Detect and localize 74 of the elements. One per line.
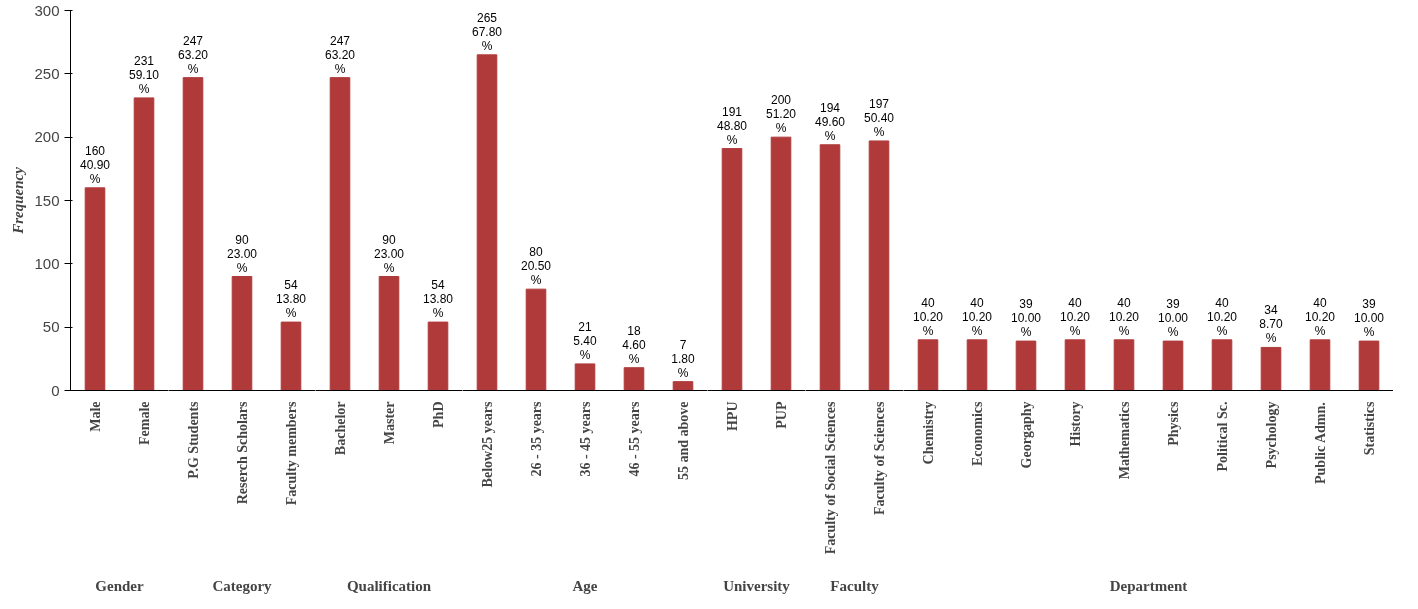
x-tick-label: HPU: [724, 401, 740, 432]
x-tick-label: P.G Students: [185, 400, 201, 479]
data-label: 40 10.20 %: [1304, 295, 1336, 338]
x-axis-title: Faculty: [830, 577, 880, 594]
x-tick-label: 55 and above: [675, 401, 691, 481]
x-tick-label: Below25 years: [479, 400, 495, 488]
data-label: 80 20.50 %: [520, 245, 552, 288]
y-tick-label: 100: [34, 254, 60, 272]
y-tick-label: 300: [34, 1, 60, 19]
x-tick-label: Public Admn.: [1312, 402, 1328, 484]
x-tick-label: Faculty of Social Sciences: [822, 400, 838, 555]
data-label: 40 10.20 %: [912, 295, 944, 338]
x-tick-label: Statistics: [1361, 400, 1377, 456]
x-tick-label: Psychology: [1263, 401, 1279, 469]
data-label: 34 8.70 %: [1259, 303, 1283, 346]
x-tick-label: Female: [136, 401, 152, 446]
data-label: 21 5.40 %: [573, 319, 597, 362]
bar: [476, 54, 498, 391]
data-label: 194 49.60 %: [814, 100, 846, 143]
x-tick-label: Reserch Scholars: [234, 400, 250, 505]
data-label: 39 10.00 %: [1157, 297, 1189, 340]
data-label: 191 48.80 %: [716, 104, 748, 147]
data-label: 39 10.00 %: [1353, 297, 1385, 340]
y-tick-label: 150: [34, 191, 60, 209]
y-tick-label: 250: [34, 64, 60, 82]
bar: [672, 381, 694, 391]
bar: [525, 288, 547, 391]
data-label: 247 63.20 %: [177, 33, 209, 76]
x-tick-label: 46 - 55 years: [626, 400, 642, 477]
x-tick-label: 26 - 35 years: [528, 400, 544, 477]
data-label: 7 1.80 %: [671, 337, 695, 380]
x-axis-title: Age: [572, 577, 598, 594]
bar: [623, 367, 645, 391]
data-label: 90 23.00 %: [226, 232, 258, 275]
x-tick-label: 36 - 45 years: [577, 400, 593, 477]
x-tick-label: Economics: [969, 400, 985, 467]
x-axis-title: University: [723, 577, 791, 594]
data-label: 40 10.20 %: [1108, 295, 1140, 338]
y-tick-label: 50: [42, 318, 60, 336]
x-tick-label: Bachelor: [332, 401, 348, 456]
data-label: 54 13.80 %: [422, 278, 454, 321]
data-label: 231 59.10 %: [128, 53, 160, 96]
data-label: 40 10.20 %: [1206, 295, 1238, 338]
x-tick-label: Faculty of Sciences: [871, 400, 887, 516]
data-label: 40 10.20 %: [961, 295, 993, 338]
data-label: 197 50.40 %: [863, 96, 895, 139]
y-tick-label: 0: [51, 381, 60, 399]
y-tick-label: 200: [34, 128, 60, 146]
data-label: 40 10.20 %: [1059, 295, 1091, 338]
x-tick-label: Chemistry: [920, 401, 936, 465]
data-label: 200 51.20 %: [765, 93, 797, 136]
x-tick-label: Georgaphy: [1018, 401, 1034, 469]
data-label: 247 63.20 %: [324, 33, 356, 76]
x-axis-title: Category: [212, 577, 273, 594]
x-tick-label: History: [1067, 401, 1083, 447]
data-label: 18 4.60 %: [622, 323, 646, 366]
data-label: 54 13.80 %: [275, 278, 307, 321]
x-tick-label: Political Sc.: [1214, 401, 1230, 472]
x-axis-title: Qualification: [346, 577, 432, 594]
x-tick-label: Faculty members: [283, 400, 299, 506]
x-axis-title: Gender: [95, 577, 144, 594]
x-tick-label: Master: [381, 401, 397, 445]
x-tick-label: Mathematics: [1116, 400, 1132, 480]
x-tick-label: Physics: [1165, 400, 1181, 446]
data-label: 160 40.90 %: [79, 143, 111, 186]
bar: [574, 363, 596, 391]
data-label: 90 23.00 %: [373, 232, 405, 275]
x-tick-label: Male: [87, 401, 103, 432]
data-label: 39 10.00 %: [1010, 297, 1042, 340]
x-axis-title: Department: [1109, 577, 1188, 594]
x-tick-label: PUP: [773, 401, 789, 429]
data-label: 265 67.80 %: [471, 10, 503, 53]
y-axis-title: Frequency: [10, 166, 27, 235]
x-tick-label: PhD: [430, 401, 446, 428]
